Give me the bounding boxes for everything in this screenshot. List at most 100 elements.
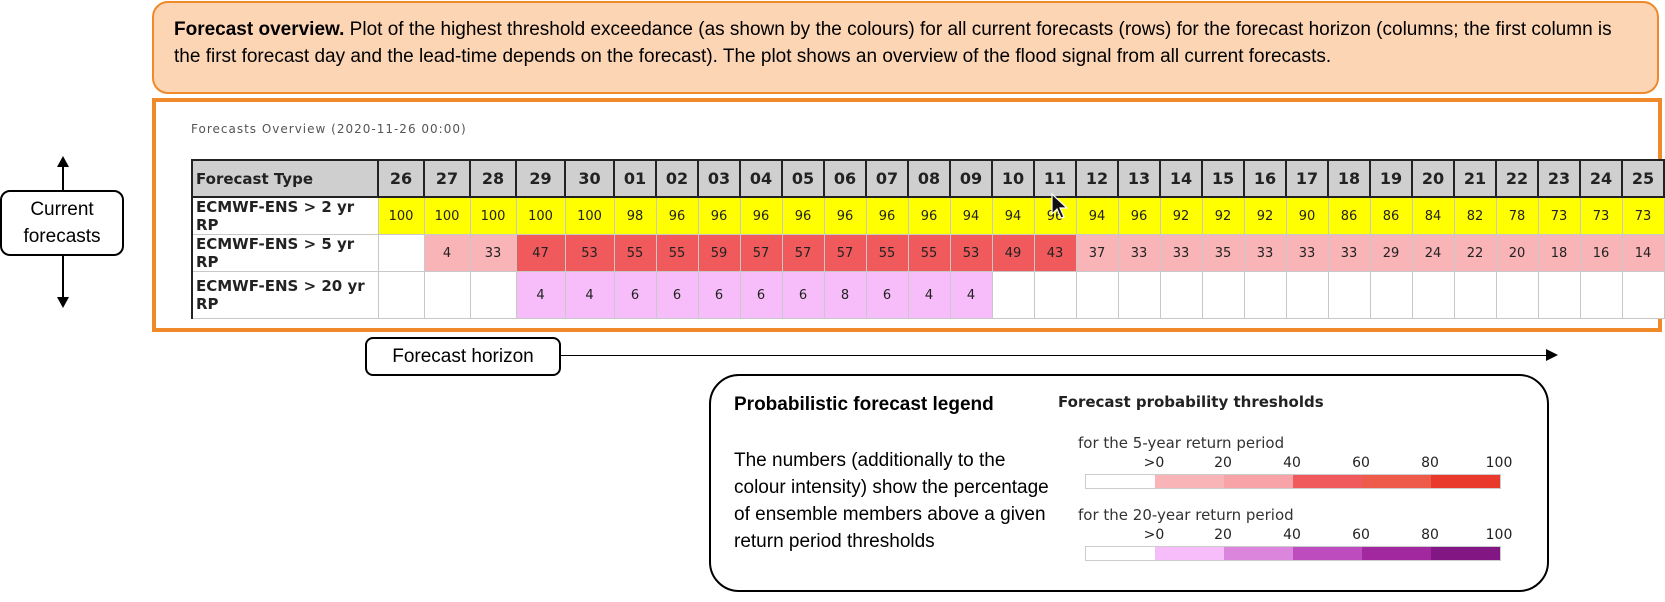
forecast-cell: 37 bbox=[1075, 234, 1119, 272]
forecast-cell bbox=[1369, 271, 1413, 319]
day-header: 27 bbox=[423, 159, 471, 198]
day-header: 12 bbox=[1075, 159, 1119, 198]
forecast-cell: 96 bbox=[697, 196, 741, 235]
rp20-tick-label: >0 bbox=[1143, 527, 1165, 543]
rp20-color-segment bbox=[1431, 547, 1500, 560]
forecast-cell: 33 bbox=[469, 234, 517, 272]
forecast-cell: 43 bbox=[1033, 234, 1077, 272]
forecast-cell: 73 bbox=[1537, 196, 1581, 235]
forecast-cell: 55 bbox=[655, 234, 699, 272]
forecast-cell bbox=[1117, 271, 1161, 319]
forecast-cell: 94 bbox=[991, 196, 1035, 235]
rp20-color-segment bbox=[1362, 547, 1431, 560]
forecast-cell: 96 bbox=[865, 196, 909, 235]
rp20-tick-label: 20 bbox=[1214, 527, 1232, 543]
rp5-color-segment bbox=[1362, 475, 1431, 488]
day-header: 16 bbox=[1243, 159, 1287, 198]
forecast-cell: 86 bbox=[1369, 196, 1413, 235]
forecast-cell: 33 bbox=[1243, 234, 1287, 272]
forecast-cell: 92 bbox=[1159, 196, 1203, 235]
forecast-cell: 55 bbox=[907, 234, 951, 272]
rp5-tick-label: >0 bbox=[1143, 455, 1165, 471]
forecast-cell: 96 bbox=[907, 196, 951, 235]
forecast-type-header: Forecast Type bbox=[191, 159, 379, 198]
forecast-cell: 18 bbox=[1537, 234, 1581, 272]
rp20-label: for the 20-year return period bbox=[1078, 506, 1294, 524]
forecast-overview-table: Forecast Type 26 27 28 29 30 01 02 03 04 05 06 07 08… bbox=[191, 159, 1665, 319]
forecast-cell: 57 bbox=[823, 234, 867, 272]
forecast-cell bbox=[1159, 271, 1203, 319]
forecast-cell: 100 bbox=[564, 196, 615, 235]
forecast-cell: 8 bbox=[823, 271, 867, 319]
day-header: 08 bbox=[907, 159, 951, 198]
forecast-cell bbox=[423, 271, 471, 319]
forecast-cell: 20 bbox=[1495, 234, 1539, 272]
forecast-cell: 96 bbox=[823, 196, 867, 235]
forecast-cell: 22 bbox=[1453, 234, 1497, 272]
day-header: 24 bbox=[1579, 159, 1623, 198]
day-header: 20 bbox=[1411, 159, 1455, 198]
rp5-color-segment bbox=[1086, 475, 1155, 488]
forecast-cell: 33 bbox=[1327, 234, 1371, 272]
day-header: 14 bbox=[1159, 159, 1203, 198]
forecast-cell: 4 bbox=[423, 234, 471, 272]
forecast-cell: 100 bbox=[423, 196, 471, 235]
forecast-cell: 82 bbox=[1453, 196, 1497, 235]
horizon-arrow-line bbox=[561, 355, 1548, 356]
forecast-cell: 49 bbox=[991, 234, 1035, 272]
day-header: 28 bbox=[469, 159, 517, 198]
forecast-cell bbox=[469, 271, 517, 319]
day-header: 03 bbox=[697, 159, 741, 198]
rp20-tick-label: 80 bbox=[1421, 527, 1439, 543]
legend-description: The numbers (additionally to the colour … bbox=[734, 450, 1049, 552]
rp5-label: for the 5-year return period bbox=[1078, 434, 1285, 452]
rp20-tick-label: 100 bbox=[1485, 527, 1513, 543]
legend-thresholds-title: Forecast probability thresholds bbox=[1058, 393, 1324, 411]
forecast-cell: 53 bbox=[564, 234, 615, 272]
forecast-cell: 96 bbox=[655, 196, 699, 235]
day-header: 11 bbox=[1033, 159, 1077, 198]
day-header: 06 bbox=[823, 159, 867, 198]
forecast-cell bbox=[1075, 271, 1119, 319]
rp20-color-segment bbox=[1086, 547, 1155, 560]
forecast-cell: 14 bbox=[1621, 234, 1665, 272]
forecast-cell bbox=[1453, 271, 1497, 319]
row-label: ECMWF-ENS > 5 yr RP bbox=[191, 234, 379, 272]
day-header: 10 bbox=[991, 159, 1035, 198]
forecast-cell: 6 bbox=[781, 271, 825, 319]
day-header: 05 bbox=[781, 159, 825, 198]
forecast-cell bbox=[1201, 271, 1245, 319]
rp20-color-segment bbox=[1155, 547, 1224, 560]
forecast-cell bbox=[1621, 271, 1665, 319]
forecast-cell: 100 bbox=[469, 196, 517, 235]
day-header: 18 bbox=[1327, 159, 1371, 198]
forecast-horizon-label: Forecast horizon bbox=[365, 337, 561, 376]
forecast-cell bbox=[991, 271, 1035, 319]
rp20-tick-label: 60 bbox=[1352, 527, 1370, 543]
forecast-cell: 73 bbox=[1579, 196, 1623, 235]
rp20-color-bar bbox=[1085, 546, 1501, 561]
day-header: 30 bbox=[564, 159, 615, 198]
day-header: 23 bbox=[1537, 159, 1581, 198]
table-row: ECMWF-ENS > 20 yr RP 4 4 6 6 6 6 6 8 6 4 4 bbox=[191, 271, 1665, 319]
forecast-cell: 6 bbox=[655, 271, 699, 319]
rp5-color-segment bbox=[1431, 475, 1500, 488]
forecast-cell: 96 bbox=[739, 196, 783, 235]
up-arrow-line bbox=[62, 162, 64, 190]
forecast-cell bbox=[1537, 271, 1581, 319]
table-header-row: Forecast Type 26 27 28 29 30 01 02 03 04 05 06 07 08… bbox=[191, 159, 1665, 198]
forecast-cell: 33 bbox=[1159, 234, 1203, 272]
forecast-cell bbox=[1579, 271, 1623, 319]
day-header: 13 bbox=[1117, 159, 1161, 198]
forecast-cell: 4 bbox=[907, 271, 951, 319]
table-row: ECMWF-ENS > 2 yr RP 100 100 100 100 100 98 96 96… bbox=[191, 196, 1665, 235]
rp20-color-segment bbox=[1224, 547, 1293, 560]
row-label: ECMWF-ENS > 2 yr RP bbox=[191, 196, 379, 235]
table-row: ECMWF-ENS > 5 yr RP 4 33 47 53 55 55 59 57 57 57 55… bbox=[191, 234, 1665, 272]
forecast-cell: 100 bbox=[377, 196, 425, 235]
forecast-cell: 55 bbox=[865, 234, 909, 272]
callout-text: Plot of the highest threshold exceedance… bbox=[174, 19, 1612, 67]
forecast-cell: 6 bbox=[697, 271, 741, 319]
up-arrow-icon bbox=[57, 156, 69, 167]
rp5-color-segment bbox=[1224, 475, 1293, 488]
